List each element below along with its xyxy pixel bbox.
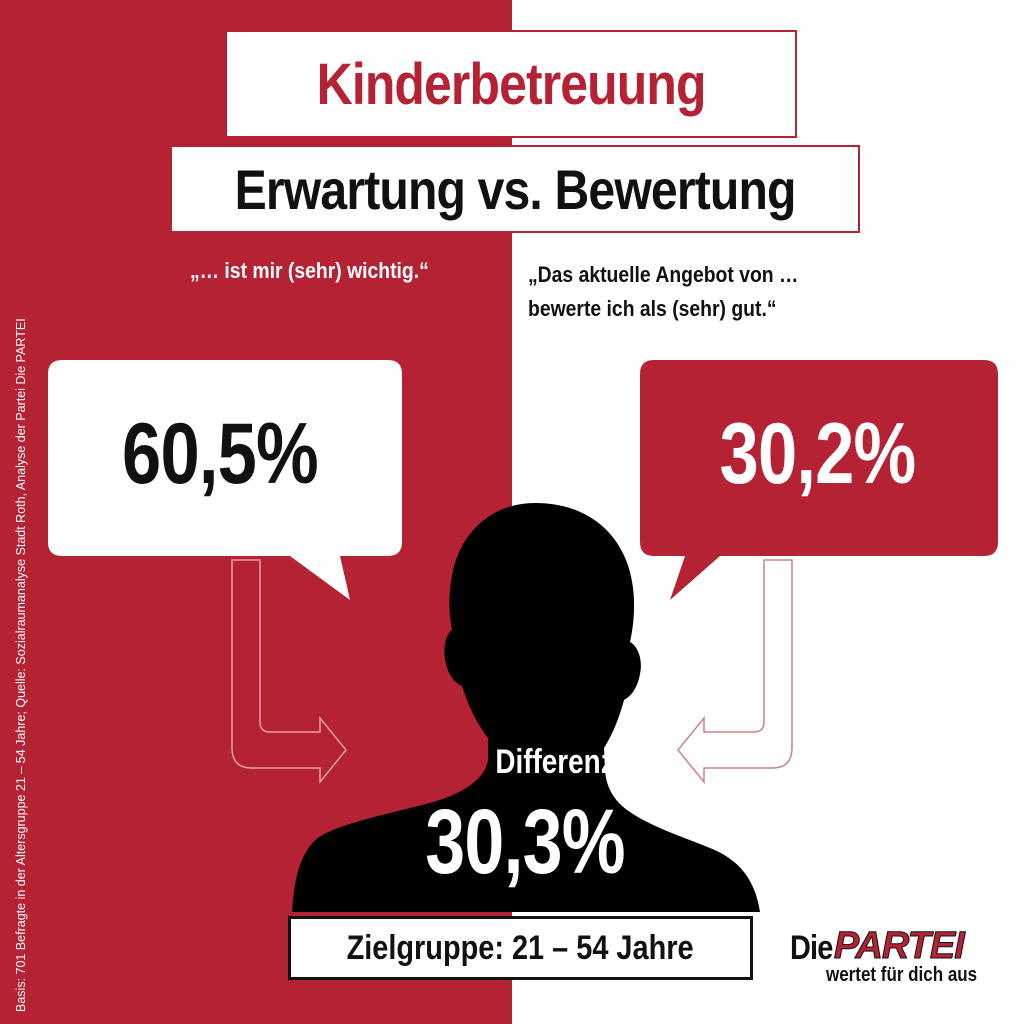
- title-box: Kinderbetreuung: [225, 30, 797, 138]
- logo-tagline: wertet für dich aus: [826, 964, 978, 986]
- source-note: Basis: 701 Befragte in der Altersgruppe …: [14, 318, 28, 1012]
- quote-rating-line-1: „Das aktuelle Angebot von …: [528, 262, 799, 287]
- quote-importance: „… ist mir (sehr) wichtig.“: [190, 258, 429, 283]
- target-group-box: Zielgruppe: 21 – 54 Jahre: [288, 916, 753, 980]
- rating-value: 30,2%: [719, 406, 917, 502]
- right-arrow-icon: [677, 559, 793, 785]
- left-arrow-icon: [231, 559, 347, 785]
- page-title: Kinderbetreuung: [316, 51, 707, 117]
- target-group-text: Zielgruppe: 21 – 54 Jahre: [347, 928, 694, 967]
- quote-rating: „Das aktuelle Angebot von … bewerte ich …: [528, 258, 845, 326]
- expectation-value: 60,5%: [122, 406, 319, 502]
- left-speech-bubble: [48, 360, 402, 600]
- page-subtitle: Erwartung vs. Bewertung: [234, 157, 797, 221]
- difference-value: 30,3%: [425, 791, 625, 893]
- logo-partei: PARTEI: [833, 925, 965, 968]
- quote-rating-line-2: bewerte ich als (sehr) gut.“: [528, 296, 777, 321]
- right-speech-bubble: [640, 360, 998, 600]
- person-silhouette: [292, 503, 760, 912]
- partei-logo: Die PARTEI wertet für dich aus: [790, 925, 1000, 995]
- subtitle-box: Erwartung vs. Bewertung: [170, 145, 860, 233]
- difference-label: Differenz: [495, 743, 615, 781]
- logo-die: Die: [790, 929, 833, 967]
